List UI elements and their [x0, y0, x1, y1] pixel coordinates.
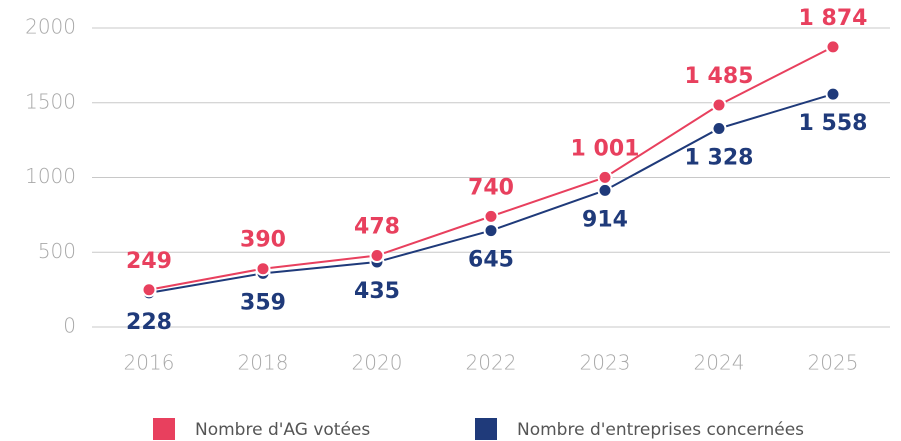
data-label: 435: [354, 279, 400, 304]
point: [825, 86, 841, 102]
point: [483, 223, 499, 239]
point: [711, 97, 727, 113]
y-tick-label: 1000: [25, 164, 76, 188]
x-tick-label: 2024: [694, 351, 745, 375]
x-tick-label: 2025: [808, 351, 859, 375]
x-tick-label: 2020: [352, 351, 403, 375]
legend-swatch: [153, 418, 175, 440]
data-label: 645: [468, 248, 514, 273]
data-label: 914: [582, 207, 628, 232]
legend-swatch: [475, 418, 497, 440]
point: [597, 169, 613, 185]
x-tick-label: 2018: [238, 351, 289, 375]
data-label: 249: [126, 249, 172, 274]
legend-label: Nombre d'entreprises concernées: [517, 420, 804, 440]
y-tick-label: 0: [63, 314, 76, 338]
point: [711, 120, 727, 136]
point: [141, 282, 157, 298]
data-label: 1 874: [799, 6, 868, 31]
point: [825, 39, 841, 55]
data-label: 1 485: [685, 64, 754, 89]
data-label: 740: [468, 175, 514, 200]
data-label: 1 558: [799, 111, 868, 136]
data-label: 478: [354, 215, 400, 240]
point: [255, 261, 271, 277]
data-label: 1 328: [685, 145, 754, 170]
legend-label: Nombre d'AG votées: [195, 420, 370, 440]
point: [369, 248, 385, 264]
x-tick-label: 2016: [124, 351, 175, 375]
point: [483, 208, 499, 224]
x-tick-label: 2022: [466, 351, 517, 375]
data-label: 390: [240, 228, 286, 253]
x-tick-label: 2023: [580, 351, 631, 375]
y-tick-label: 500: [38, 239, 76, 263]
data-label: 228: [126, 310, 172, 335]
y-tick-label: 2000: [25, 15, 76, 39]
data-label: 359: [240, 290, 286, 315]
point: [597, 182, 613, 198]
data-label: 1 001: [571, 136, 640, 161]
y-tick-label: 1500: [25, 89, 76, 113]
